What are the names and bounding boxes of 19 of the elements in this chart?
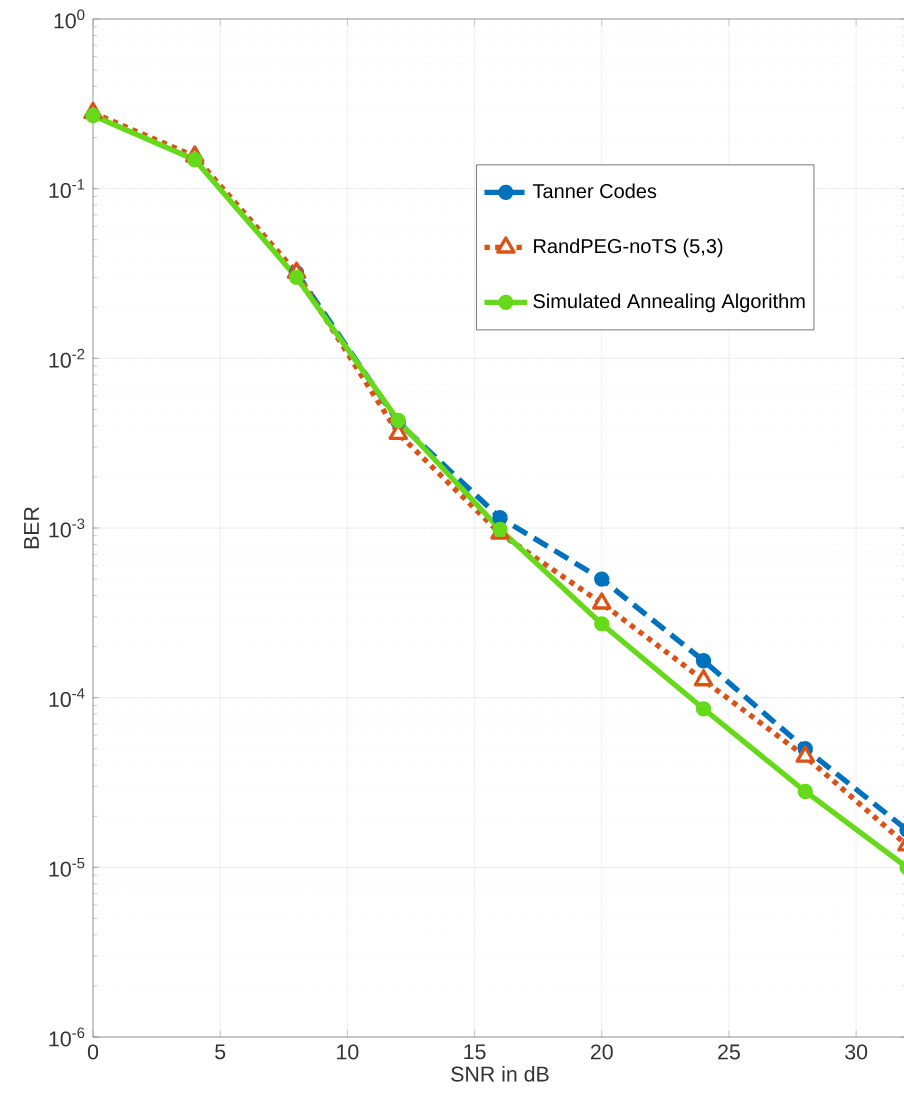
x-tick-label: 5 — [215, 1044, 226, 1060]
x-tick-label: 25 — [718, 1044, 740, 1060]
y-tick-label: 10$^{-4}$ — [49, 688, 85, 708]
y-axis-title: BER — [24, 507, 39, 549]
y-tick-label: 10$^{-3}$ — [49, 518, 85, 538]
legend-label: RandPEG-noTS (5,3) — [534, 238, 723, 258]
y-tick-label: 10$^{0}$ — [54, 9, 85, 29]
legend-label: Simulated Annealing Algorithm — [533, 293, 805, 313]
x-tick-label: 0 — [87, 1044, 99, 1060]
x-axis-title: SNR in dB — [451, 1065, 549, 1082]
y-tick-label: 10$^{-1}$ — [49, 179, 85, 199]
x-tick-label: 10 — [337, 1044, 359, 1060]
y-tick-label: 10$^{-6}$ — [49, 1027, 85, 1047]
x-tick-label: 15 — [464, 1044, 486, 1060]
x-tick-label: 30 — [845, 1044, 868, 1060]
x-tick-label: 20 — [590, 1044, 613, 1060]
legend-label: Tanner Codes — [532, 183, 657, 199]
y-tick-label: 10$^{-5}$ — [49, 857, 85, 877]
y-tick-label: 10$^{-2}$ — [49, 348, 85, 368]
